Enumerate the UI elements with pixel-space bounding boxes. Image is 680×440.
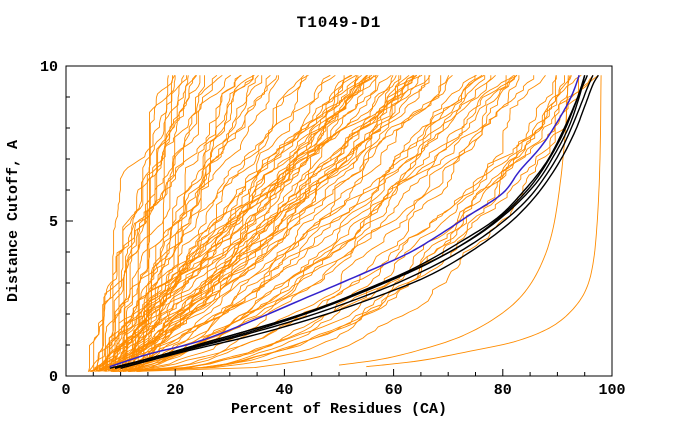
y-tick-label: 5	[49, 214, 58, 231]
model-curve	[111, 75, 397, 372]
x-tick-label: 20	[166, 382, 184, 399]
model-curve	[109, 75, 259, 372]
x-tick-label: 0	[61, 382, 70, 399]
model-curve	[88, 74, 223, 372]
model-curve	[111, 75, 431, 372]
model-curve	[105, 75, 394, 372]
model-curve	[130, 75, 377, 372]
model-curve	[103, 74, 218, 372]
x-tick-label: 60	[385, 382, 403, 399]
x-axis-label: Percent of Residues (CA)	[231, 401, 447, 418]
model-curve	[129, 74, 242, 372]
model-curve	[129, 75, 263, 372]
model-curve	[112, 74, 373, 372]
best-model-2	[120, 75, 594, 369]
model-curve	[100, 74, 453, 372]
model-curve	[105, 75, 518, 372]
curves-layer	[87, 74, 602, 372]
y-tick-label: 10	[40, 59, 58, 76]
model-curve	[137, 75, 450, 372]
model-curve	[124, 74, 515, 372]
y-tick-label: 0	[49, 369, 58, 386]
model-curve	[119, 75, 442, 372]
model-curve	[120, 75, 254, 372]
model-curve	[97, 75, 371, 372]
model-curve	[112, 74, 367, 372]
model-curve	[106, 75, 197, 372]
model-curve	[91, 74, 392, 372]
model-curve	[123, 75, 492, 372]
model-curve	[90, 75, 516, 372]
model-curve	[126, 74, 255, 372]
model-curve	[138, 75, 557, 372]
model-curve	[128, 75, 507, 372]
axes-layer: 0 20 40 60 80 100 0 5 10	[40, 59, 626, 399]
model-curve	[99, 74, 353, 372]
model-curve	[87, 74, 417, 372]
model-curve	[128, 75, 368, 372]
x-tick-label: 100	[598, 382, 625, 399]
x-tick-label: 40	[275, 382, 293, 399]
model-curve	[133, 74, 477, 372]
model-curve	[97, 75, 421, 372]
model-curve	[130, 75, 189, 372]
best-model-5	[114, 75, 589, 369]
best-model-3	[109, 75, 586, 369]
model-curve	[124, 75, 169, 372]
model-curve	[122, 75, 375, 372]
model-curve	[129, 74, 485, 372]
best-model-1	[114, 75, 586, 369]
model-curve	[102, 75, 201, 372]
reference-model	[109, 75, 580, 368]
model-curve	[93, 75, 415, 372]
model-curve	[116, 74, 414, 372]
chart-title: T1049-D1	[297, 14, 382, 32]
model-curve	[136, 74, 599, 372]
x-tick-label: 80	[494, 382, 512, 399]
model-curve	[88, 75, 402, 372]
model-curve	[119, 75, 580, 372]
best-model-4	[125, 74, 599, 368]
model-curve	[118, 75, 308, 372]
model-curve	[123, 75, 188, 372]
model-curve	[122, 74, 483, 372]
outlier-model-2	[338, 75, 569, 366]
model-curve	[128, 75, 546, 372]
outlier-model-right-edge	[366, 75, 602, 368]
model-curve	[132, 75, 175, 372]
model-curve	[104, 74, 231, 372]
model-curve	[113, 74, 331, 372]
model-curve	[95, 75, 185, 372]
y-axis-label: Distance Cutoff, A	[5, 140, 22, 302]
model-curve	[98, 75, 176, 372]
model-curve	[91, 75, 520, 372]
